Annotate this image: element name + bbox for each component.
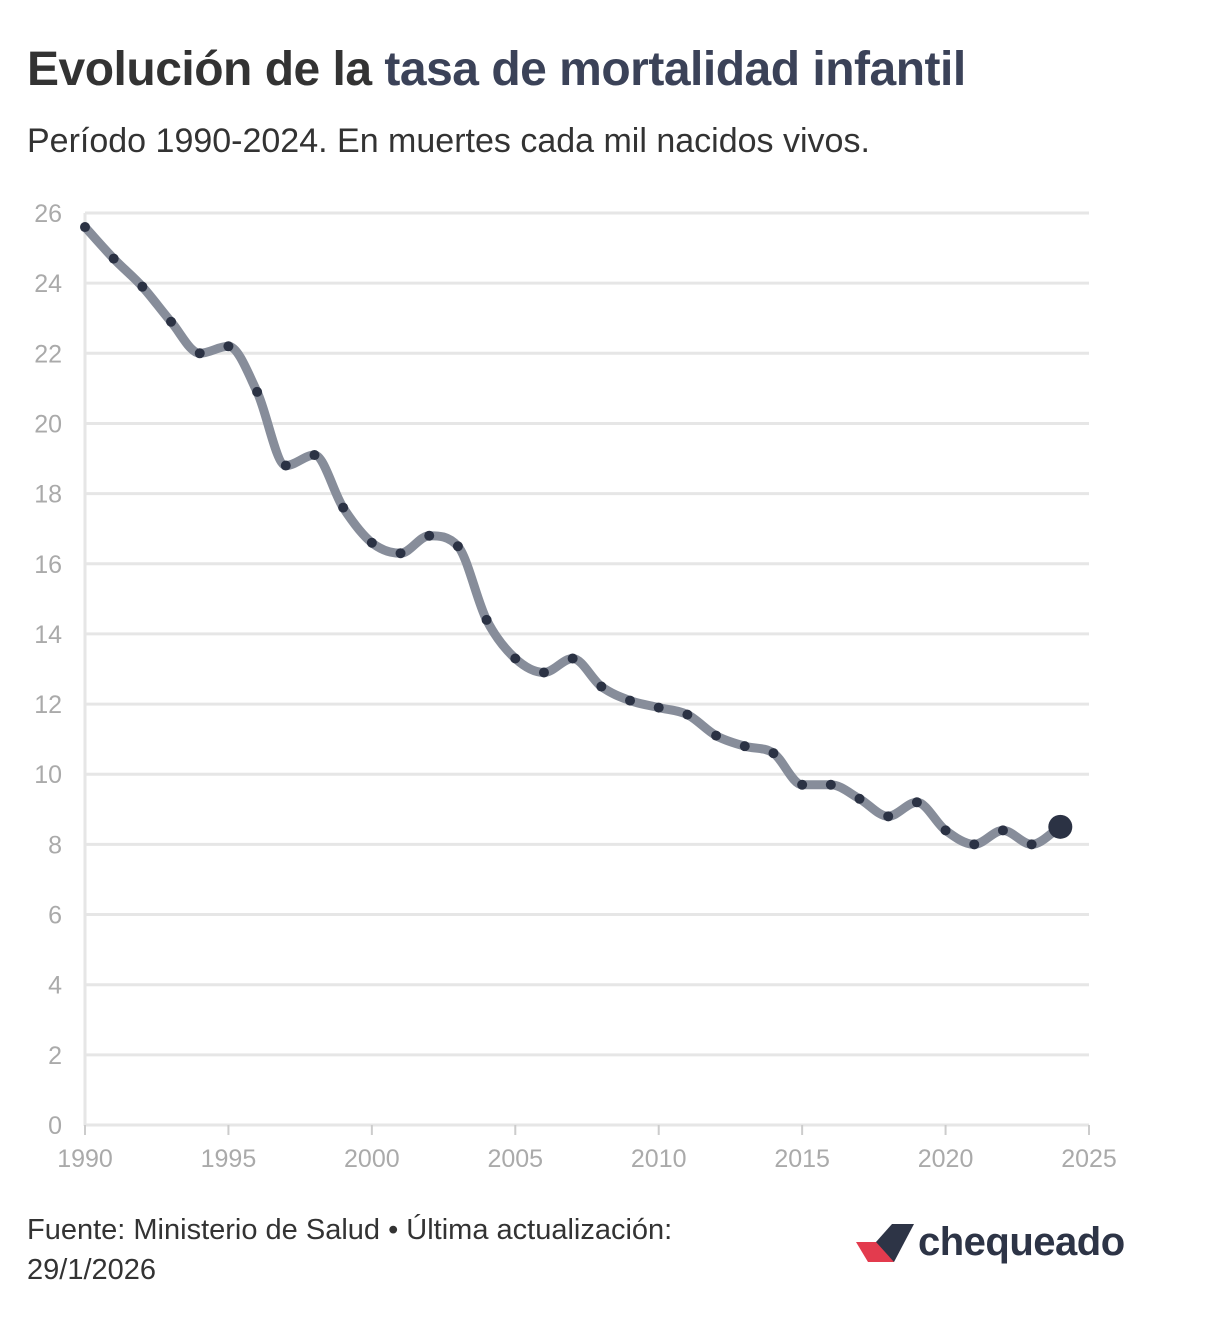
data-point[interactable] xyxy=(108,253,119,264)
data-point[interactable] xyxy=(424,530,435,541)
data-point[interactable] xyxy=(911,797,922,808)
y-tick-label-0: 0 xyxy=(48,1112,62,1140)
series-line xyxy=(80,222,1065,849)
y-tick-label-4: 4 xyxy=(48,972,62,1000)
data-point[interactable] xyxy=(338,502,349,513)
data-point[interactable] xyxy=(280,460,291,471)
data-point[interactable] xyxy=(854,793,865,804)
data-point[interactable] xyxy=(252,386,263,397)
data-point[interactable] xyxy=(797,779,808,790)
y-tick-label-2: 2 xyxy=(48,1042,62,1070)
chart-title: Evolución de la tasa de mortalidad infan… xyxy=(27,42,966,97)
logo-text: chequeado xyxy=(918,1220,1125,1264)
chart-title-part1: Evolución de la xyxy=(27,43,385,96)
data-point[interactable] xyxy=(940,825,951,836)
data-point[interactable] xyxy=(969,839,980,850)
x-tick-label-2000: 2000 xyxy=(344,1145,400,1173)
data-point[interactable] xyxy=(682,709,693,720)
x-tick-label-2005: 2005 xyxy=(487,1145,543,1173)
y-tick-label-8: 8 xyxy=(48,831,62,859)
y-tick-label-10: 10 xyxy=(34,761,62,789)
data-point[interactable] xyxy=(80,222,90,233)
data-point[interactable] xyxy=(452,541,463,552)
data-point[interactable] xyxy=(567,653,578,664)
y-tick-label-24: 24 xyxy=(34,270,62,298)
grid xyxy=(85,211,1089,1127)
data-point[interactable] xyxy=(739,741,750,752)
chart-title-highlight: tasa de mortalidad infantil xyxy=(384,43,966,96)
y-tick-label-16: 16 xyxy=(34,551,62,579)
data-point[interactable] xyxy=(223,341,234,352)
data-point[interactable] xyxy=(711,730,722,741)
x-tick-label-1990: 1990 xyxy=(57,1145,113,1173)
data-point[interactable] xyxy=(825,779,836,790)
data-point[interactable] xyxy=(653,702,664,713)
y-tick-label-14: 14 xyxy=(34,621,62,649)
series-tasa-mortalidad xyxy=(80,222,1073,850)
x-tick-label-2025: 2025 xyxy=(1061,1145,1117,1173)
data-point[interactable] xyxy=(1026,839,1037,850)
y-tick-label-20: 20 xyxy=(34,410,62,438)
x-tick-label-2010: 2010 xyxy=(631,1145,687,1173)
data-point[interactable] xyxy=(997,825,1008,836)
y-tick-label-26: 26 xyxy=(34,200,62,228)
x-tick-label-1995: 1995 xyxy=(201,1145,257,1173)
data-point[interactable] xyxy=(166,316,177,327)
chequeado-logo: chequeado xyxy=(856,1220,1125,1265)
y-tick-label-6: 6 xyxy=(48,902,62,930)
chart-subtitle: Período 1990-2024. En muertes cada mil n… xyxy=(27,122,870,160)
x-tick-label-2015: 2015 xyxy=(774,1145,830,1173)
data-point-last[interactable] xyxy=(1048,814,1073,839)
x-tick-label-2020: 2020 xyxy=(918,1145,974,1173)
data-point[interactable] xyxy=(395,548,406,559)
source-line: Fuente: Ministerio de Salud • Última act… xyxy=(27,1214,673,1246)
data-point[interactable] xyxy=(883,811,894,822)
data-point[interactable] xyxy=(481,614,492,625)
data-point[interactable] xyxy=(596,681,607,692)
y-tick-label-18: 18 xyxy=(34,481,62,509)
update-date: 29/1/2026 xyxy=(27,1254,157,1286)
data-point[interactable] xyxy=(194,348,205,359)
y-tick-label-12: 12 xyxy=(34,691,62,719)
data-point[interactable] xyxy=(366,537,377,548)
data-point[interactable] xyxy=(768,748,779,759)
y-tick-label-22: 22 xyxy=(34,340,62,368)
data-point[interactable] xyxy=(538,667,549,678)
data-point[interactable] xyxy=(625,695,636,706)
source-note: Fuente: Ministerio de Salud • Última act… xyxy=(27,1210,672,1290)
data-point[interactable] xyxy=(137,281,148,292)
data-point[interactable] xyxy=(309,450,320,461)
data-point[interactable] xyxy=(510,653,521,664)
chequeado-logo-icon xyxy=(856,1223,914,1262)
